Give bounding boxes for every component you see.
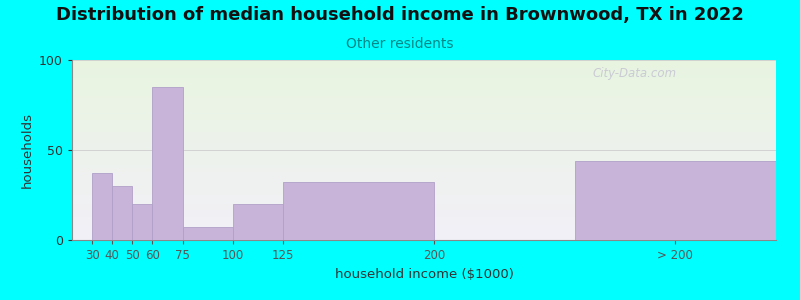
Bar: [233, 204, 283, 240]
Bar: [153, 87, 182, 240]
Y-axis label: households: households: [21, 112, 34, 188]
Bar: [283, 182, 434, 240]
Bar: [132, 204, 153, 240]
Bar: [182, 227, 233, 240]
X-axis label: household income ($1000): household income ($1000): [334, 268, 514, 281]
Bar: [112, 186, 132, 240]
Bar: [92, 173, 112, 240]
Text: Other residents: Other residents: [346, 38, 454, 52]
Bar: [575, 161, 776, 240]
Text: Distribution of median household income in Brownwood, TX in 2022: Distribution of median household income …: [56, 6, 744, 24]
Text: City-Data.com: City-Data.com: [593, 67, 677, 80]
